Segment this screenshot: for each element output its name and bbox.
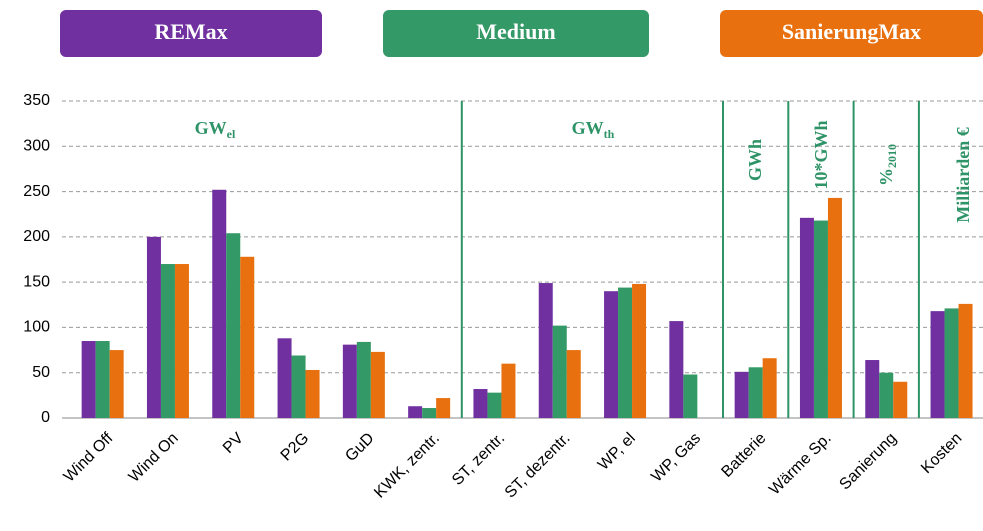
bar (146, 236, 161, 418)
bar (930, 311, 945, 418)
unit-subscript: 2010 (885, 144, 899, 168)
bar (944, 308, 959, 418)
bar (683, 374, 698, 418)
bar (762, 358, 777, 418)
x-tick-label: Wärme Sp. (766, 430, 835, 499)
unit-annotation: 10*GWh (811, 120, 831, 189)
bar (538, 283, 553, 418)
y-tick-label: 250 (23, 183, 50, 200)
unit-text: GWh (745, 139, 765, 181)
bar (487, 392, 502, 418)
unit-annotation: GWel (195, 118, 236, 141)
unit-text: GW (572, 118, 604, 138)
bar (552, 325, 567, 418)
bar (879, 372, 894, 418)
x-tick-label: ST, dezentr. (502, 430, 574, 502)
bar (604, 291, 619, 418)
bar (356, 341, 371, 418)
y-tick-label: 150 (23, 273, 50, 290)
bar (81, 341, 96, 418)
x-tick-label: Sanierung (836, 430, 900, 494)
legend-button (60, 10, 322, 57)
y-tick-label: 50 (32, 364, 50, 381)
unit-text: % (876, 168, 896, 186)
legend-button (383, 10, 649, 57)
bar (473, 389, 488, 418)
bar (799, 217, 814, 418)
x-tick-label: P2G (278, 430, 313, 465)
unit-annotation: Milliarden € (953, 127, 973, 223)
x-tick-label: Batterie (718, 430, 769, 481)
bar (958, 303, 973, 418)
bar (277, 338, 292, 418)
bar (748, 367, 763, 418)
legend-label: REMax (154, 19, 227, 44)
bar (370, 351, 385, 418)
unit-subscript: el (227, 127, 236, 141)
bar (226, 233, 241, 418)
bar (240, 256, 255, 418)
bar (408, 406, 423, 418)
unit-text: GW (195, 118, 227, 138)
x-tick-label: PV (220, 430, 247, 457)
bar (422, 408, 437, 418)
x-tick-label: GuD (342, 430, 377, 465)
x-tick-label: Wind Off (61, 429, 117, 485)
bar (160, 264, 175, 418)
unit-annotation: %2010 (876, 144, 899, 186)
unit-text: Milliarden € (953, 127, 973, 223)
bar (305, 369, 320, 418)
bar (291, 355, 306, 418)
bar (95, 341, 110, 418)
bar (827, 197, 842, 418)
legend-label: SanierungMax (782, 19, 921, 44)
x-tick-label: Kosten (918, 430, 965, 477)
bar (212, 189, 227, 418)
y-tick-label: 300 (23, 138, 50, 155)
bar (893, 381, 908, 418)
legend-button (720, 10, 983, 57)
x-tick-label: WP, Gas (648, 430, 704, 486)
x-tick-label: KWK, zentr. (371, 430, 443, 502)
bar (669, 321, 684, 418)
y-tick-label: 100 (23, 319, 50, 336)
bar (632, 283, 647, 418)
legend-label: Medium (476, 19, 555, 44)
y-tick-label: 200 (23, 228, 50, 245)
bar (501, 363, 516, 418)
y-tick-label: 0 (41, 409, 50, 426)
x-tick-label: Wind On (126, 430, 182, 486)
unit-annotation: GWth (572, 118, 615, 141)
unit-annotation: GWh (745, 139, 765, 181)
bar (436, 398, 451, 418)
bar (813, 220, 828, 418)
bar (734, 371, 749, 418)
bar (566, 350, 581, 418)
y-tick-label: 350 (23, 92, 50, 109)
bar (342, 344, 357, 418)
unit-text: 10*GWh (811, 120, 831, 189)
unit-subscript: th (604, 127, 615, 141)
bar (109, 350, 124, 418)
bar (174, 264, 189, 418)
x-tick-label: WP, el (595, 430, 639, 474)
x-tick-label: ST, zentr. (449, 430, 508, 489)
bar (865, 360, 880, 418)
bar (618, 287, 633, 418)
